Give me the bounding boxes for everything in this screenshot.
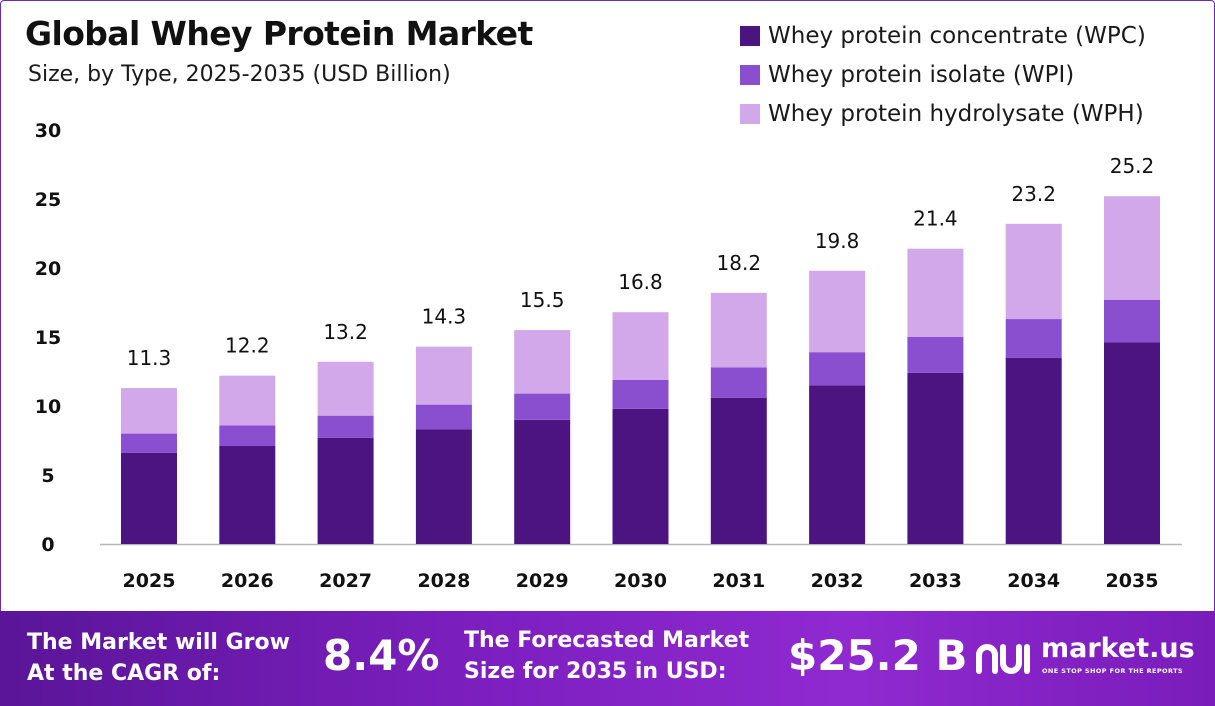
legend-swatch-wpc	[740, 25, 760, 46]
bar-segment-wpc	[809, 385, 866, 544]
x-tick-label: 2025	[123, 570, 176, 592]
bar-total-label: 25.2	[1110, 154, 1155, 178]
x-tick-label: 2033	[909, 570, 962, 592]
bar-total-label: 18.2	[717, 251, 762, 275]
bar-segment-wph	[514, 330, 571, 394]
chart-subtitle: Size, by Type, 2025-2035 (USD Billion)	[28, 62, 451, 87]
x-tick-label: 2032	[811, 570, 864, 592]
x-tick-label: 2030	[614, 570, 667, 592]
y-tick-label: 5	[41, 465, 54, 487]
legend-label-wpi: Whey protein isolate (WPI)	[768, 61, 1075, 88]
bar-chart: 05101520253011.3202512.2202613.2202714.3…	[35, 120, 1182, 592]
footer-banner: The Market will Grow At the CAGR of: 8.4…	[0, 611, 1215, 706]
cagr-label-line-1: The Market will Grow	[27, 630, 290, 655]
bar-segment-wpc	[514, 419, 571, 544]
bar-segment-wpi	[907, 337, 964, 373]
cagr-value: 8.4%	[323, 631, 440, 680]
bar-total-label: 12.2	[225, 334, 270, 358]
legend-swatch-wph	[740, 103, 760, 124]
forecast-label: The Forecasted Market Size for 2035 in U…	[464, 625, 749, 687]
legend-label-wph: Whey protein hydrolysate (WPH)	[768, 100, 1144, 127]
bar-segment-wpc	[710, 397, 767, 544]
legend-swatch-wpi	[740, 64, 760, 85]
bar-segment-wpc	[1005, 357, 1062, 544]
x-tick-label: 2034	[1007, 570, 1060, 592]
bar-segment-wpc	[121, 452, 177, 544]
bar-segment-wpi	[1104, 299, 1160, 343]
x-tick-label: 2028	[417, 570, 470, 592]
bar-total-label: 13.2	[323, 320, 368, 344]
bar-total-label: 15.5	[520, 288, 565, 312]
forecast-label-line-1: The Forecasted Market	[464, 628, 750, 653]
legend-item-wpi: Whey protein isolate (WPI)	[740, 55, 1146, 94]
chart-legend: Whey protein concentrate (WPC) Whey prot…	[740, 16, 1146, 133]
bar-segment-wpi	[415, 404, 472, 430]
x-tick-label: 2026	[221, 570, 274, 592]
bar-segment-wpc	[317, 437, 374, 544]
bar-total-label: 23.2	[1011, 182, 1056, 206]
forecast-value: $25.2 B	[788, 631, 968, 680]
x-tick-label: 2029	[516, 570, 569, 592]
legend-item-wpc: Whey protein concentrate (WPC)	[740, 16, 1146, 55]
cagr-label-line-2: At the CAGR of:	[27, 661, 221, 686]
bar-segment-wph	[710, 292, 767, 368]
bar-total-label: 14.3	[422, 305, 467, 329]
bar-segment-wpi	[710, 367, 767, 398]
bar-segment-wpi	[514, 393, 571, 420]
bar-segment-wpc	[612, 408, 669, 544]
bar-segment-wpi	[612, 379, 669, 409]
bar-segment-wpi	[1005, 319, 1062, 358]
bar-total-label: 11.3	[127, 346, 172, 370]
x-tick-label: 2027	[319, 570, 372, 592]
forecast-label-line-2: Size for 2035 in USD:	[464, 659, 727, 684]
bar-segment-wpc	[219, 446, 276, 544]
y-tick-label: 30	[35, 120, 61, 142]
legend-item-wph: Whey protein hydrolysate (WPH)	[740, 94, 1146, 133]
y-tick-label: 15	[35, 327, 61, 349]
bar-segment-wph	[1104, 196, 1160, 300]
bar-segment-wpc	[415, 429, 472, 544]
chart-title: Global Whey Protein Market	[25, 14, 533, 53]
market-us-logo-text: market.us	[1041, 633, 1195, 664]
bar-segment-wpi	[317, 415, 374, 438]
bar-segment-wph	[907, 248, 964, 337]
bar-total-label: 21.4	[913, 207, 958, 231]
bar-segment-wph	[219, 375, 276, 426]
y-tick-label: 10	[35, 396, 61, 418]
market-us-logo-tagline: ONE STOP SHOP FOR THE REPORTS	[1042, 667, 1183, 675]
bar-segment-wpc	[907, 372, 964, 544]
legend-label-wpc: Whey protein concentrate (WPC)	[768, 22, 1146, 49]
y-tick-label: 20	[35, 258, 61, 280]
bar-total-label: 16.8	[618, 270, 663, 294]
bar-segment-wph	[317, 361, 374, 416]
bar-segment-wpi	[809, 352, 866, 386]
bar-segment-wpi	[219, 425, 276, 447]
y-tick-label: 0	[41, 534, 54, 556]
x-tick-label: 2031	[712, 570, 765, 592]
bar-segment-wpc	[1104, 342, 1160, 544]
bar-segment-wph	[1005, 223, 1062, 320]
market-us-logo-icon	[976, 644, 1030, 674]
y-tick-label: 25	[35, 189, 61, 211]
x-tick-label: 2035	[1106, 570, 1159, 592]
bar-segment-wph	[612, 312, 669, 380]
bar-segment-wph	[415, 346, 472, 405]
bar-total-label: 19.8	[815, 229, 860, 253]
bar-segment-wph	[809, 270, 866, 353]
cagr-label: The Market will Grow At the CAGR of:	[27, 627, 290, 689]
bar-segment-wpi	[121, 433, 177, 453]
bar-segment-wph	[121, 388, 177, 434]
